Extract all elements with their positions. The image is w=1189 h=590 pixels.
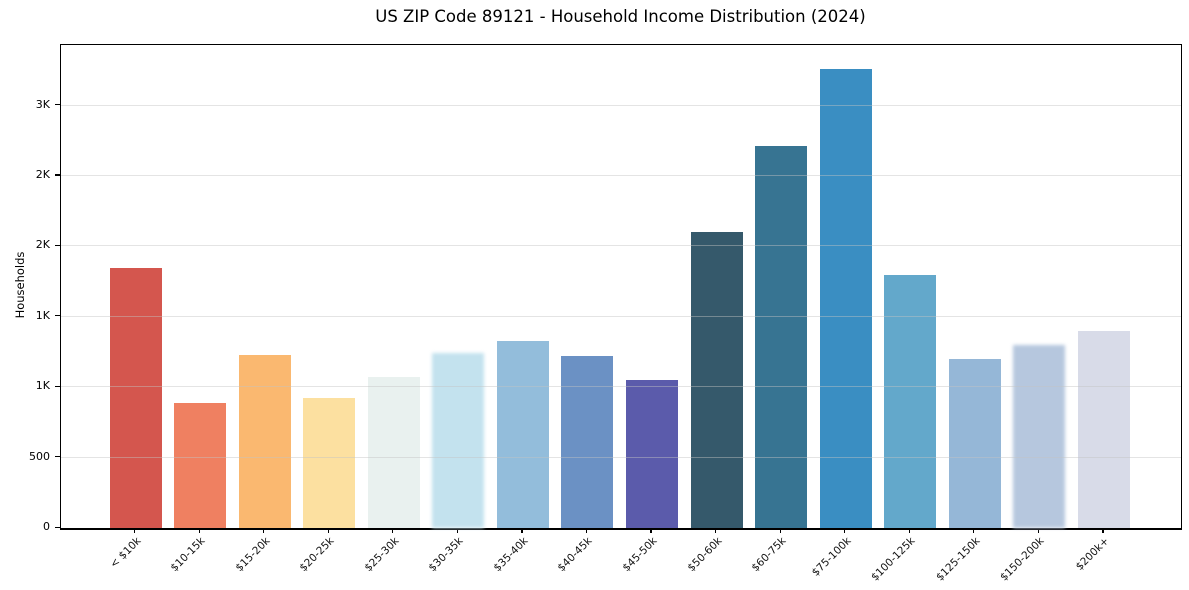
bar — [755, 146, 808, 528]
y-tick-mark — [55, 104, 60, 106]
y-axis-label: Households — [13, 251, 27, 319]
x-tick-label: $125-150k — [933, 535, 983, 584]
x-tick-mark — [585, 529, 588, 533]
x-tick-mark — [134, 529, 136, 533]
bar — [819, 68, 872, 528]
gridline — [61, 174, 1181, 176]
x-tick-mark — [1102, 529, 1104, 533]
x-tick-mark — [327, 529, 329, 533]
bar — [432, 353, 485, 528]
bar — [1077, 330, 1130, 528]
bar — [884, 274, 937, 528]
y-tick-mark — [55, 174, 60, 176]
x-tick-label: $75-100k — [809, 535, 854, 579]
x-tick-mark — [198, 529, 200, 533]
x-tick-mark — [779, 529, 781, 533]
x-tick-label: $10-15k — [168, 535, 208, 575]
x-tick-mark — [456, 529, 458, 533]
y-tick-label: 500 — [29, 449, 50, 463]
bar — [948, 359, 1001, 528]
x-tick-label: $30-35k — [426, 535, 466, 575]
x-tick-label: $200k+ — [1073, 535, 1112, 573]
gridline — [61, 245, 1181, 247]
bar — [690, 232, 743, 528]
plot-area — [60, 44, 1182, 530]
gridline — [61, 104, 1181, 106]
y-tick-mark — [55, 244, 60, 247]
y-tick-label: 2K — [35, 167, 50, 181]
x-tick-label: $150-200k — [998, 535, 1047, 584]
x-tick-mark — [263, 529, 265, 533]
x-tick-mark — [908, 529, 910, 533]
bar — [109, 267, 162, 528]
y-tick-label: 2K — [35, 238, 50, 252]
y-tick-mark — [55, 385, 60, 387]
gridline — [61, 315, 1181, 317]
chart-title: US ZIP Code 89121 - Household Income Dis… — [375, 7, 866, 26]
x-tick-mark — [521, 529, 523, 533]
x-tick-label: $100-125k — [869, 535, 918, 584]
y-tick-mark — [55, 526, 60, 528]
bar — [496, 340, 549, 528]
x-tick-label: $20-25k — [297, 535, 337, 575]
bar — [625, 380, 678, 528]
bar — [174, 402, 227, 528]
x-tick-label: $50-60k — [684, 535, 725, 575]
y-tick-label: 1K — [35, 379, 50, 393]
x-tick-mark — [715, 529, 717, 533]
x-tick-mark — [973, 529, 975, 533]
bar — [303, 398, 356, 528]
x-tick-mark — [392, 529, 394, 533]
x-tick-mark — [650, 529, 652, 533]
x-tick-label: $45-50k — [620, 535, 660, 575]
x-tick-label: $60-75k — [749, 535, 789, 575]
bar — [561, 356, 614, 528]
x-tick-label: $25-30k — [362, 535, 402, 575]
x-tick-label: $15-20k — [233, 535, 273, 575]
x-tick-mark — [844, 529, 846, 533]
y-tick-label: 1K — [35, 308, 50, 322]
gridline — [61, 386, 1181, 388]
gridline — [61, 456, 1181, 458]
y-tick-label: 0 — [43, 520, 50, 533]
x-tick-label: < $10k — [107, 535, 143, 571]
y-tick-mark — [55, 456, 60, 458]
y-tick-label: 3K — [35, 97, 50, 111]
x-tick-mark — [1037, 529, 1040, 533]
x-tick-label: $35-40k — [491, 535, 531, 575]
bar — [367, 377, 420, 528]
bar — [1013, 344, 1066, 528]
x-tick-label: $40-45k — [555, 535, 595, 575]
y-tick-mark — [55, 315, 60, 317]
bar — [238, 354, 291, 528]
